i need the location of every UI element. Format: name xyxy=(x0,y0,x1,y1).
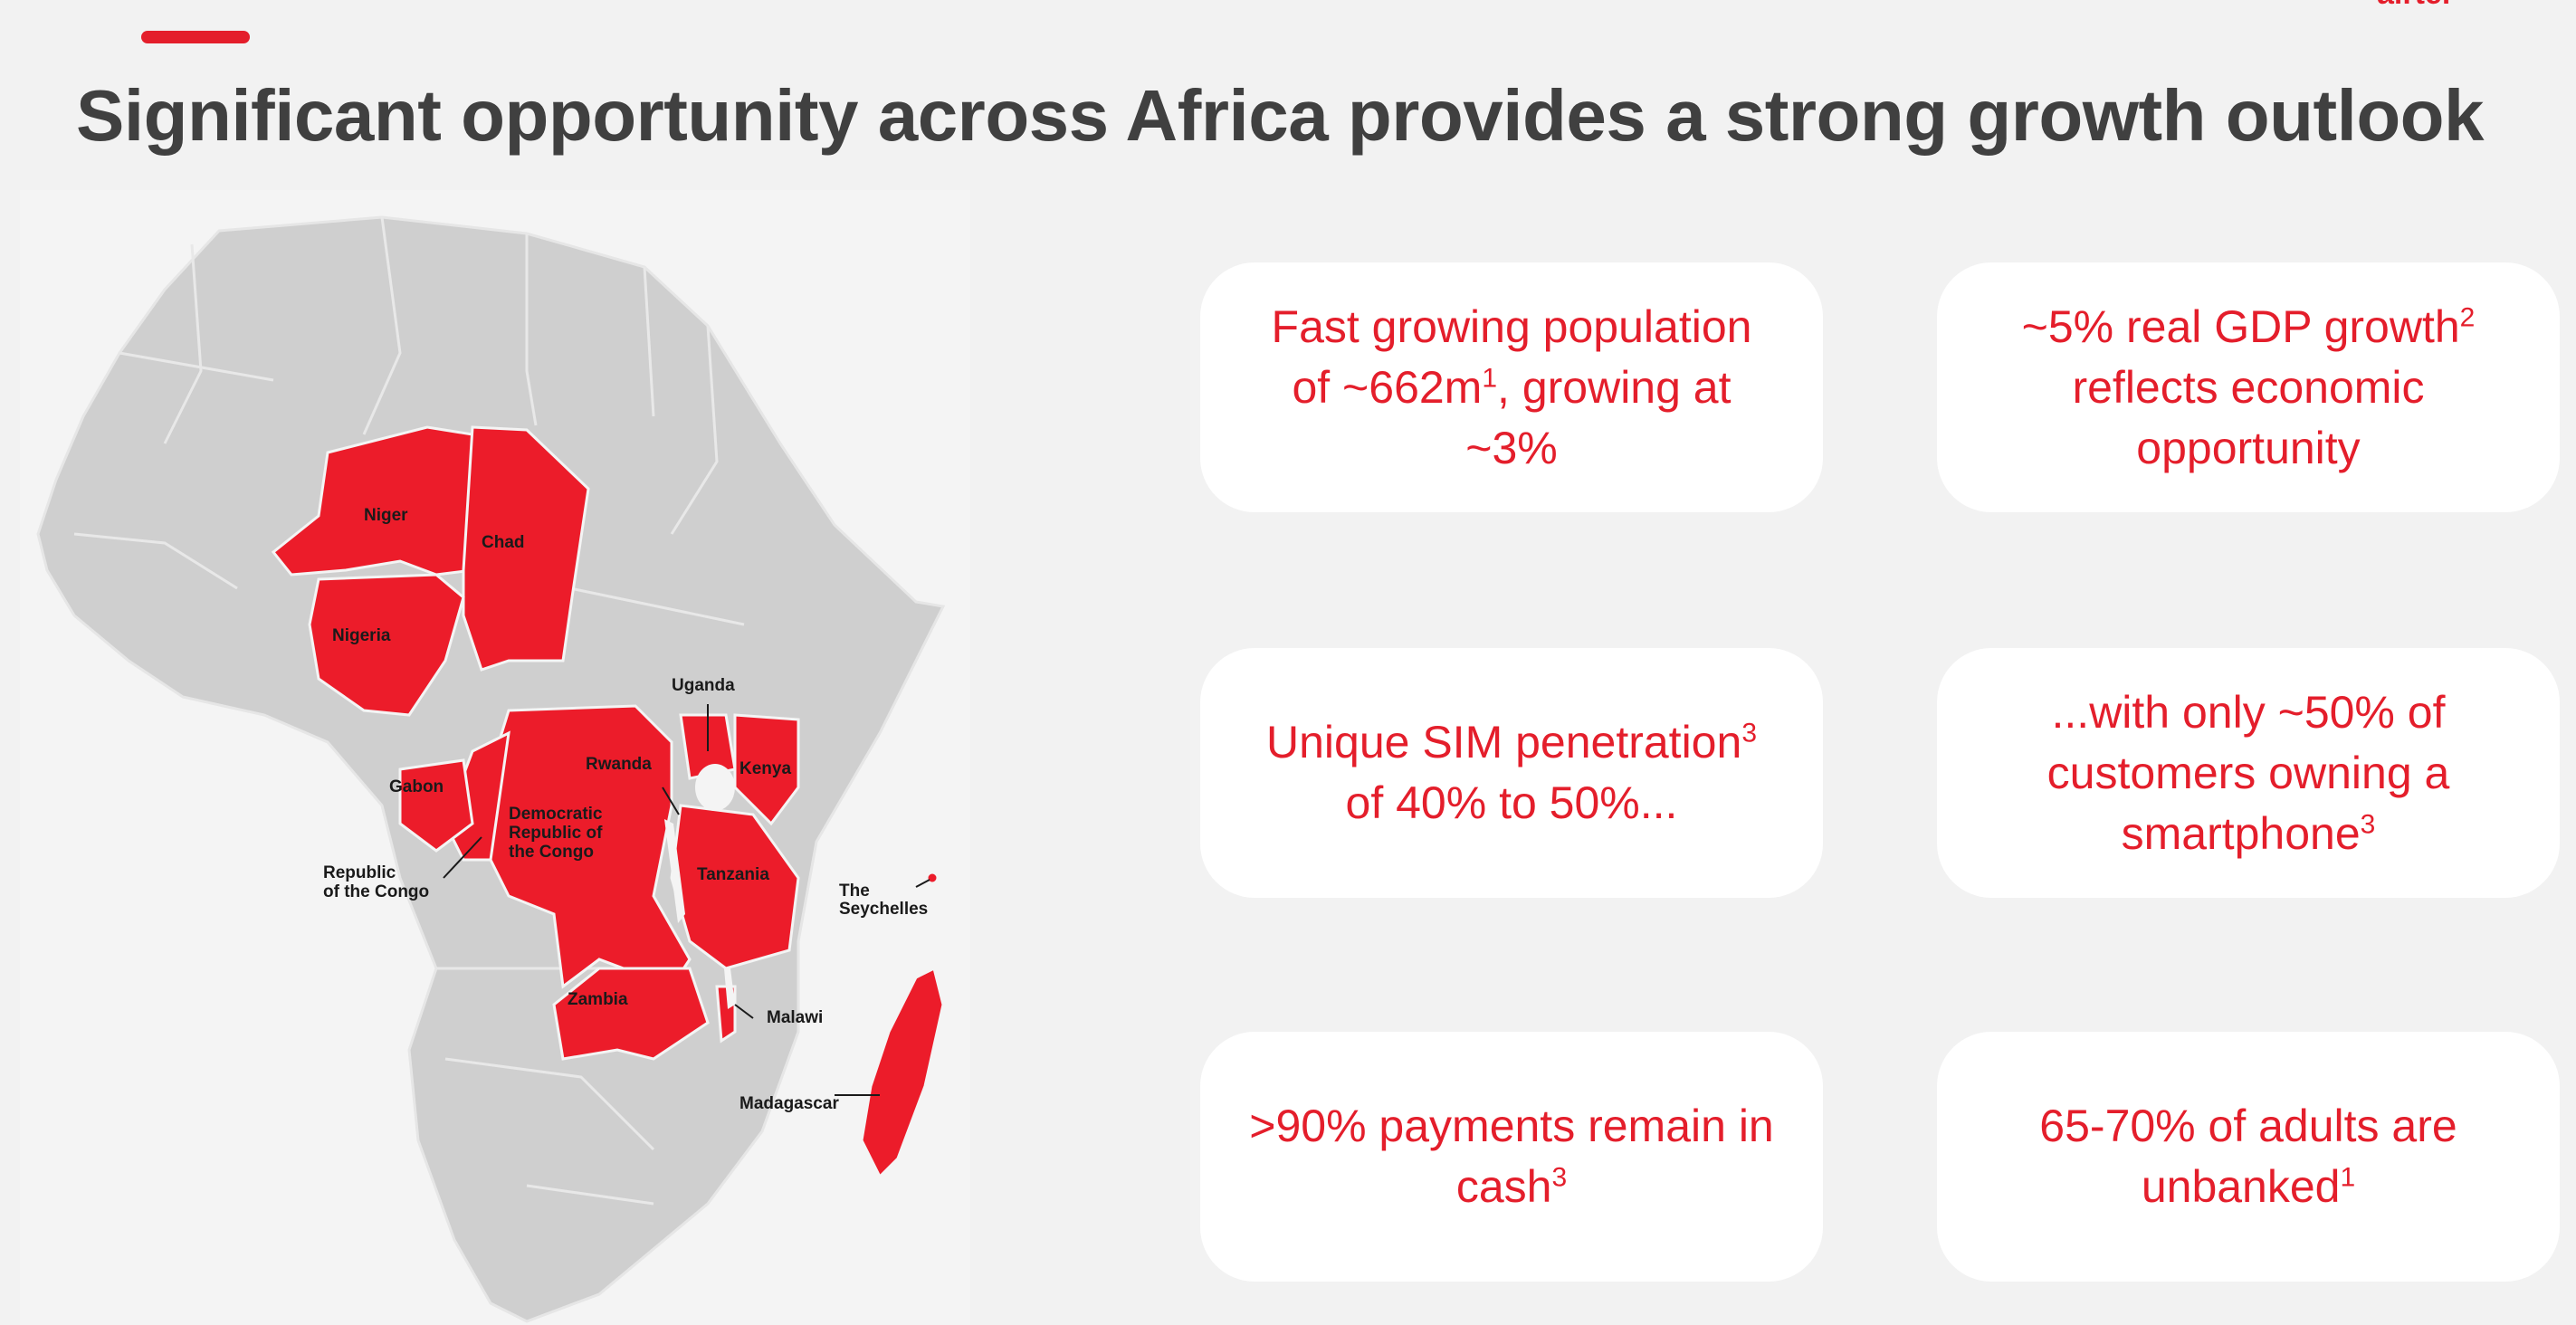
stat-card-unbanked-text: 65-70% of adults are unbanked1 xyxy=(2039,1101,2457,1212)
map-label-congo-1: Republic xyxy=(323,863,396,882)
stat-card-gdp-text: ~5% real GDP growth2 reflects economic o… xyxy=(2021,300,2476,473)
lake-victoria xyxy=(695,764,735,811)
accent-bar xyxy=(141,31,250,43)
africa-map-svg: Niger Chad Nigeria Uganda Rwanda Kenya G… xyxy=(36,215,946,1323)
stat-card-cash-payments-text: >90% payments remain in cash3 xyxy=(1249,1101,1774,1212)
gabon-region xyxy=(398,758,474,853)
stat-card-population: Fast growing population of ~662m1, growi… xyxy=(1200,262,1823,512)
map-label-seychelles-2: Seychelles xyxy=(839,900,928,919)
stat-card-smartphone-text: ...with only ~50% of customers owning a … xyxy=(2046,686,2450,859)
map-label-nigeria: Nigeria xyxy=(332,626,391,645)
map-label-drc-2: Republic of xyxy=(509,824,603,843)
africa-map: Niger Chad Nigeria Uganda Rwanda Kenya G… xyxy=(20,190,970,1325)
stat-card-unbanked: 65-70% of adults are unbanked1 xyxy=(1937,1032,2560,1282)
map-labels: Niger Chad Nigeria Uganda Rwanda Kenya G… xyxy=(323,506,928,1113)
madagascar-region xyxy=(860,966,945,1179)
zambia-region xyxy=(552,967,710,1061)
map-label-uganda: Uganda xyxy=(672,676,735,695)
stat-card-sim-penetration: Unique SIM penetration3 of 40% to 50%... xyxy=(1200,648,1823,898)
kenya-region xyxy=(733,713,800,826)
map-label-kenya: Kenya xyxy=(739,759,791,778)
stat-card-population-text: Fast growing population of ~662m1, growi… xyxy=(1271,300,1752,473)
map-label-chad: Chad xyxy=(482,533,525,552)
map-label-tanzania: Tanzania xyxy=(697,865,769,884)
map-label-gabon: Gabon xyxy=(389,777,444,796)
leader-lines xyxy=(443,704,930,1096)
brand-logo: airtel xyxy=(2377,0,2576,9)
nigeria-region xyxy=(308,573,465,717)
map-label-zambia: Zambia xyxy=(568,990,628,1009)
highlighted-countries xyxy=(271,425,945,1179)
map-label-madagascar: Madagascar xyxy=(739,1094,839,1113)
map-label-seychelles-1: The xyxy=(839,882,870,901)
niger-region xyxy=(271,425,474,577)
map-label-rwanda: Rwanda xyxy=(586,755,652,774)
chad-region xyxy=(462,425,590,672)
stat-card-gdp: ~5% real GDP growth2 reflects economic o… xyxy=(1937,262,2560,512)
lake-tanganyika xyxy=(664,819,685,923)
map-label-niger: Niger xyxy=(364,506,408,525)
map-label-drc-1: Democratic xyxy=(509,805,603,824)
stat-card-smartphone: ...with only ~50% of customers owning a … xyxy=(1937,648,2560,898)
map-label-congo-2: of the Congo xyxy=(323,882,429,901)
lake-malawi xyxy=(724,968,735,1009)
lakes xyxy=(664,764,735,1009)
page-title: Significant opportunity across Africa pr… xyxy=(76,75,2485,156)
stat-card-sim-penetration-text: Unique SIM penetration3 of 40% to 50%... xyxy=(1265,717,1757,828)
seychelles-dot xyxy=(925,871,940,885)
stat-card-cash-payments: >90% payments remain in cash3 xyxy=(1200,1032,1823,1282)
map-label-malawi: Malawi xyxy=(767,1008,823,1027)
map-label-drc-3: the Congo xyxy=(509,843,594,862)
